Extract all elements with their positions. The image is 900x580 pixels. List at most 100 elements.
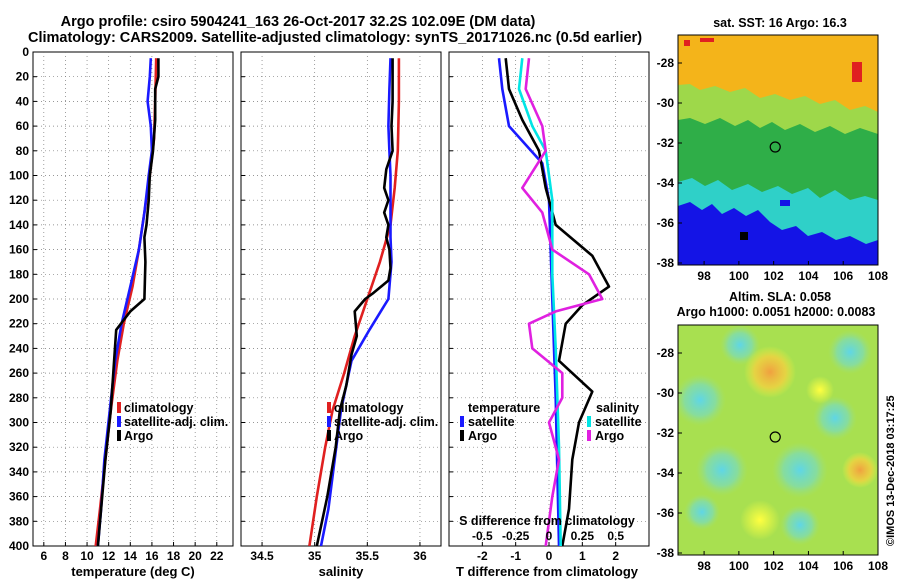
x-tick-label: 22: [210, 549, 224, 563]
sla-lon-axis: 98 100 102 104 106 108: [697, 551, 888, 573]
sla-blob-low: [678, 374, 726, 426]
lat-tick-label: -32: [657, 426, 675, 440]
depth-tick-label: 120: [9, 193, 29, 207]
lon-tick-label: 108: [868, 559, 888, 573]
depth-tick-label: 220: [9, 317, 29, 331]
legend-title-temperature: temperature: [468, 401, 540, 415]
depth-tick-label: 80: [16, 144, 30, 158]
sst-patch-blue: [780, 200, 790, 206]
series-line-argo: [315, 58, 394, 546]
salinity-lines: [308, 58, 401, 546]
title-line-2: Climatology: CARS2009. Satellite-adjuste…: [28, 30, 642, 46]
depth-tick-label: 320: [9, 440, 29, 454]
sla-blob-low: [772, 442, 828, 498]
difference-xlabel: T difference from climatology: [456, 564, 639, 579]
legend-marker-satellite: [327, 416, 331, 427]
lat-tick-label: -38: [657, 256, 675, 270]
lon-tick-label: 98: [697, 559, 711, 573]
depth-tick-label: 240: [9, 341, 29, 355]
x-tick-label: 2: [612, 549, 619, 563]
x-tick-label: -1: [510, 549, 521, 563]
x-tick-label: 20: [188, 549, 202, 563]
depth-tick-label: 400: [9, 539, 29, 553]
legend-marker-climatology: [327, 402, 331, 413]
depth-tick-label: 160: [9, 243, 29, 257]
sla-map-frame: [677, 324, 879, 556]
s-tick-label: 0: [546, 529, 553, 543]
watermark: ©IMOS 13-Dec-2018 03:17:25: [885, 395, 897, 546]
legend-title-salinity: salinity: [596, 401, 639, 415]
s-tick-label: -0.25: [502, 529, 530, 543]
depth-tick-label: 280: [9, 391, 29, 405]
legend-label-t-satellite: satellite: [468, 415, 515, 429]
legend-marker-t-satellite: [460, 416, 464, 427]
sst-patch-red: [700, 38, 714, 42]
sla-lat-axis: -28 -30 -32 -34 -36 -38: [657, 346, 682, 560]
temperature-grid: [33, 52, 233, 546]
lon-tick-label: 106: [833, 559, 853, 573]
series-line-salinity-argo: [520, 58, 604, 546]
salinity-grid: [241, 52, 441, 546]
s-difference-label: S difference from climatology: [459, 514, 635, 528]
lon-tick-label: 104: [798, 559, 818, 573]
x-tick-label: 6: [40, 549, 47, 563]
sla-float-marker: [769, 431, 781, 443]
x-tick-label: 0: [546, 549, 553, 563]
lon-tick-label: 102: [764, 269, 784, 283]
x-tick-label: 16: [145, 549, 159, 563]
depth-tick-label: 20: [16, 70, 30, 84]
title-line-1: Argo profile: csiro 5904241_163 26-Oct-2…: [61, 14, 536, 30]
sla-blob-low: [720, 325, 760, 365]
salinity-panel: 34.5 35 35.5 36 salinity climatology satell…: [240, 51, 442, 579]
lat-tick-label: -30: [657, 96, 675, 110]
depth-tick-label: 200: [9, 292, 29, 306]
x-tick-label: 1: [579, 549, 586, 563]
legend-label-s-argo: Argo: [595, 429, 625, 443]
sla-blob-low: [780, 505, 820, 545]
sla-blob-low: [684, 494, 720, 530]
salinity-legend: climatology satellite-adj. clim. Argo: [327, 401, 438, 443]
lon-tick-label: 100: [729, 269, 749, 283]
legend-marker-s-satellite: [587, 416, 591, 427]
depth-tick-label: 260: [9, 366, 29, 380]
x-tick-label: 18: [167, 549, 181, 563]
series-line-salinity-satellite: [517, 58, 562, 546]
difference-legend-salinity: salinity satellite Argo: [587, 401, 642, 443]
s-tick-label: 0.25: [571, 529, 595, 543]
x-tick-label: -2: [477, 549, 488, 563]
sst-patch-red: [852, 62, 862, 82]
sst-float-marker: [769, 141, 781, 153]
x-tick-label: 12: [102, 549, 116, 563]
sla-blob-low: [696, 444, 748, 496]
difference-lines: [497, 58, 611, 546]
series-line-temperature-argo: [504, 58, 611, 546]
s-tick-label: 0.5: [607, 529, 624, 543]
legend-label-t-argo: Argo: [468, 429, 498, 443]
sst-lon-axis: 98 100 102 104 106 108: [697, 261, 888, 283]
legend-label-satellite: satellite-adj. clim.: [334, 415, 438, 429]
legend-marker-t-argo: [460, 430, 464, 441]
legend-label-argo: Argo: [334, 429, 364, 443]
depth-tick-label: 140: [9, 218, 29, 232]
legend-marker-argo: [327, 430, 331, 441]
lat-tick-label: -36: [657, 216, 675, 230]
lat-tick-label: -28: [657, 56, 675, 70]
sla-map-title-1: Altim. SLA: 0.058: [729, 290, 831, 304]
s-tick-label: -0.5: [472, 529, 493, 543]
lat-tick-label: -36: [657, 506, 675, 520]
legend-marker-satellite: [117, 416, 121, 427]
temperature-panel: 6 8 10 12 14 16 18 20 22 temperature (deg C) cli…: [32, 51, 234, 579]
legend-label-s-satellite: satellite: [595, 415, 642, 429]
depth-tick-label: 0: [22, 45, 29, 59]
temperature-lines: [94, 58, 160, 546]
legend-label-climatology: climatology: [334, 401, 404, 415]
x-tick-label: 10: [80, 549, 94, 563]
legend-label-satellite: satellite-adj. clim.: [124, 415, 228, 429]
lon-tick-label: 100: [729, 559, 749, 573]
sla-map-title-2: Argo h1000: 0.0051 h2000: 0.0083: [677, 305, 876, 319]
depth-tick-label: 40: [16, 94, 30, 108]
salinity-xlabel: salinity: [319, 564, 365, 579]
legend-marker-argo: [117, 430, 121, 441]
sla-map: -28 -30 -32 -34 -36 -38 98 100 102 104 106 108: [657, 324, 888, 573]
